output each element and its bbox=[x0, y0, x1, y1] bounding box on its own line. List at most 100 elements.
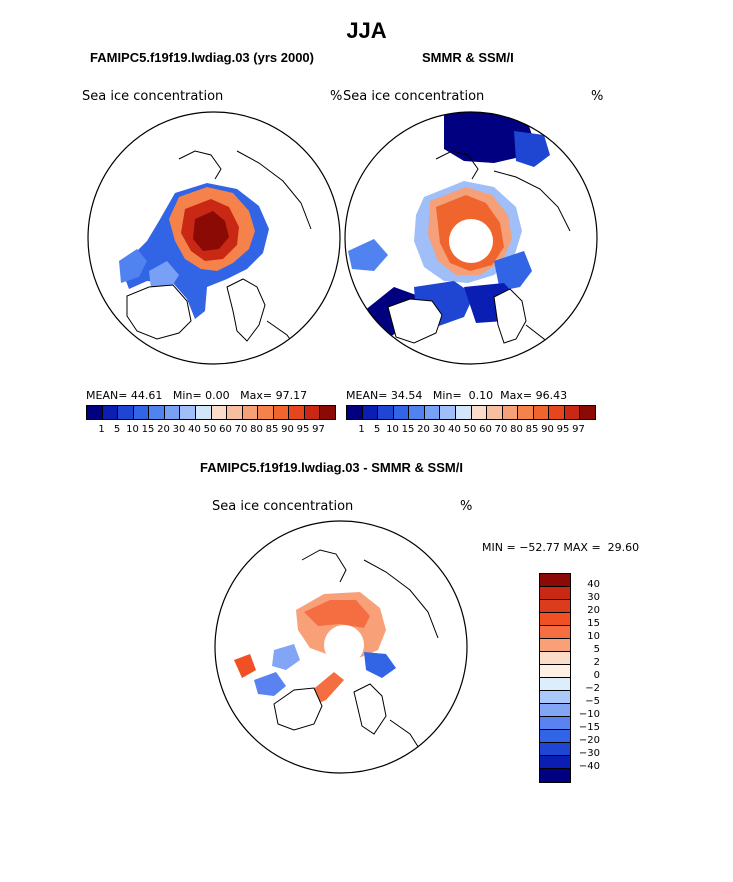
panel3-diff-neg-west bbox=[272, 644, 300, 670]
panel1-colorbar-swatch bbox=[227, 406, 243, 419]
panel3-max-label: MAX = bbox=[563, 541, 601, 554]
panel3-land-siberia bbox=[363, 559, 439, 639]
panel3-colorbar-swatch bbox=[540, 704, 570, 717]
panel2-colorbar-swatch bbox=[393, 406, 410, 419]
panel3-diff-neg-east bbox=[364, 652, 396, 678]
panel2-colorbar-swatch bbox=[440, 406, 456, 419]
panel1-colorbar-tick-label: 97 bbox=[312, 424, 325, 435]
panel3-colorbar-swatch bbox=[540, 769, 570, 782]
panel1-min: 0.00 bbox=[205, 389, 230, 402]
panel3-colorbar-tick-label: 20 bbox=[587, 605, 600, 616]
panel3-polar-map bbox=[214, 520, 468, 774]
panel2-colorbar-swatch bbox=[549, 406, 565, 419]
panel3-colorbar-swatch bbox=[540, 639, 570, 652]
panel1-colorbar-swatch bbox=[87, 406, 103, 419]
panel3-colorbar-swatch bbox=[540, 717, 570, 730]
panel2-pole-hole bbox=[449, 219, 493, 263]
panel1-colorbar-swatch bbox=[273, 406, 290, 419]
panel3-colorbar-swatch bbox=[540, 665, 570, 678]
panel1-colorbar-swatch bbox=[195, 406, 212, 419]
panel3-colorbar-tick-label: 15 bbox=[587, 618, 600, 629]
panel1-colorbar-tick-label: 85 bbox=[265, 424, 279, 435]
panel2-colorbar-swatch bbox=[378, 406, 394, 419]
panel3-colorbar-swatch bbox=[540, 730, 570, 743]
panel2-colorbar-tick-label: 97 bbox=[572, 424, 585, 435]
panel1-colorbar-swatch bbox=[211, 406, 228, 419]
panel2-colorbar-tick-label: 85 bbox=[525, 424, 539, 435]
panel3-colorbar-tick-label: −40 bbox=[578, 761, 600, 772]
panel2-min-label: Min= bbox=[432, 389, 462, 402]
panel3-colorbar-swatch bbox=[540, 600, 570, 613]
panel2-land-scandinavia bbox=[493, 288, 527, 344]
panel1-colorbar-swatch bbox=[258, 406, 274, 419]
panel1-colorbar-swatch bbox=[102, 406, 119, 419]
panel3-diff-pos-core bbox=[304, 600, 370, 628]
panel2-colorbar-swatch bbox=[487, 406, 503, 419]
panel2-variable: Sea ice concentration bbox=[343, 89, 485, 104]
panel1-colorbar-swatch bbox=[164, 406, 181, 419]
panel3-colorbar-labels: 40 30 20 15 10 5 2 0 −2 −5 −10 −15 −20 −30 −40 bbox=[570, 573, 600, 781]
panel2-colorbar-tick-label: 80 bbox=[510, 424, 523, 435]
panel2-colorbar-tick-label: 70 bbox=[494, 424, 508, 435]
panel2-colorbar-swatch bbox=[471, 406, 488, 419]
panel1-colorbar-tick-label: 1 bbox=[98, 424, 105, 435]
panel1-colorbar bbox=[86, 405, 336, 420]
panel3-min: −52.77 bbox=[519, 541, 560, 554]
season-title: JJA bbox=[346, 18, 387, 43]
panel2-colorbar-tick-label: 40 bbox=[448, 424, 461, 435]
panel3-colorbar-tick-label: 0 bbox=[593, 670, 600, 681]
panel3-minmax: MIN = −52.77 MAX = 29.60 bbox=[482, 541, 639, 554]
panel2-colorbar-tick-label: 5 bbox=[373, 424, 381, 435]
panel2-colorbar-swatch bbox=[564, 406, 581, 419]
panel3-colorbar-tick-label: 2 bbox=[593, 657, 600, 668]
panel3-colorbar-swatch bbox=[540, 652, 570, 665]
panel1-colorbar-tick-label: 40 bbox=[188, 424, 201, 435]
panel2-colorbar-tick-label: 20 bbox=[417, 424, 430, 435]
panel1-colorbar-tick-label: 20 bbox=[157, 424, 170, 435]
panel3-colorbar-swatch bbox=[540, 626, 570, 639]
panel1-variable: Sea ice concentration bbox=[82, 89, 224, 104]
panel2-max: 96.43 bbox=[535, 389, 568, 402]
panel1-title: FAMIPC5.f19f19.lwdiag.03 (yrs 2000) bbox=[90, 50, 314, 65]
panel2-colorbar-tick-label: 50 bbox=[463, 424, 477, 435]
panel1-land-siberia bbox=[236, 150, 312, 230]
panel3-colorbar-tick-label: −10 bbox=[578, 709, 600, 720]
panel3-land-scandinavia bbox=[353, 683, 387, 735]
panel3-colorbar-tick-label: −15 bbox=[578, 722, 600, 733]
panel1-colorbar-swatch bbox=[149, 406, 165, 419]
panel2-colorbar-swatch bbox=[518, 406, 534, 419]
panel3-title: FAMIPC5.f19f19.lwdiag.03 - SMMR & SSM/I bbox=[200, 460, 463, 475]
panel2-ice-top-mid bbox=[514, 131, 550, 167]
panel3-colorbar-swatch bbox=[540, 756, 570, 769]
panel3-colorbar-tick-label: −20 bbox=[578, 735, 600, 746]
panel2-max-label: Max= bbox=[500, 389, 533, 402]
panel1-colorbar-swatch bbox=[180, 406, 196, 419]
panel2-polar-map bbox=[344, 111, 598, 365]
panel1-land-scandinavia bbox=[226, 278, 266, 342]
panel1-colorbar-swatch bbox=[118, 406, 134, 419]
panel3-colorbar-swatch bbox=[540, 613, 570, 626]
panel3-diff-neg-hudson bbox=[254, 672, 286, 696]
panel1-ice-hudson bbox=[149, 261, 179, 291]
panel1-land-greenland bbox=[126, 284, 192, 340]
panel2-colorbar-tick-label: 15 bbox=[401, 424, 415, 435]
panel1-stats: MEAN= 44.61 Min= 0.00 Max= 97.17 bbox=[86, 389, 307, 402]
panel1-mean: 44.61 bbox=[130, 389, 163, 402]
panel3-colorbar-swatch bbox=[540, 743, 570, 756]
panel2-mean-label: MEAN= bbox=[346, 389, 388, 402]
panel2-colorbar-swatch bbox=[347, 406, 363, 419]
panel2-land-alaska bbox=[435, 150, 479, 180]
panel2-colorbar-tick-label: 95 bbox=[556, 424, 570, 435]
panel1-colorbar-swatch bbox=[304, 406, 321, 419]
panel2-units: % bbox=[591, 89, 604, 104]
panel2-colorbar-swatch bbox=[362, 406, 379, 419]
panel3-colorbar-tick-label: 5 bbox=[593, 644, 600, 655]
panel3-colorbar bbox=[539, 573, 571, 783]
panel1-land-alaska bbox=[178, 150, 222, 180]
panel1-units: % bbox=[330, 89, 343, 104]
panel3-colorbar-tick-label: −5 bbox=[585, 696, 600, 707]
panel3-colorbar-tick-label: 40 bbox=[587, 579, 600, 590]
panel1-colorbar-swatch bbox=[289, 406, 305, 419]
panel2-ice-east bbox=[494, 251, 532, 291]
panel3-colorbar-tick-label: −30 bbox=[578, 748, 600, 759]
